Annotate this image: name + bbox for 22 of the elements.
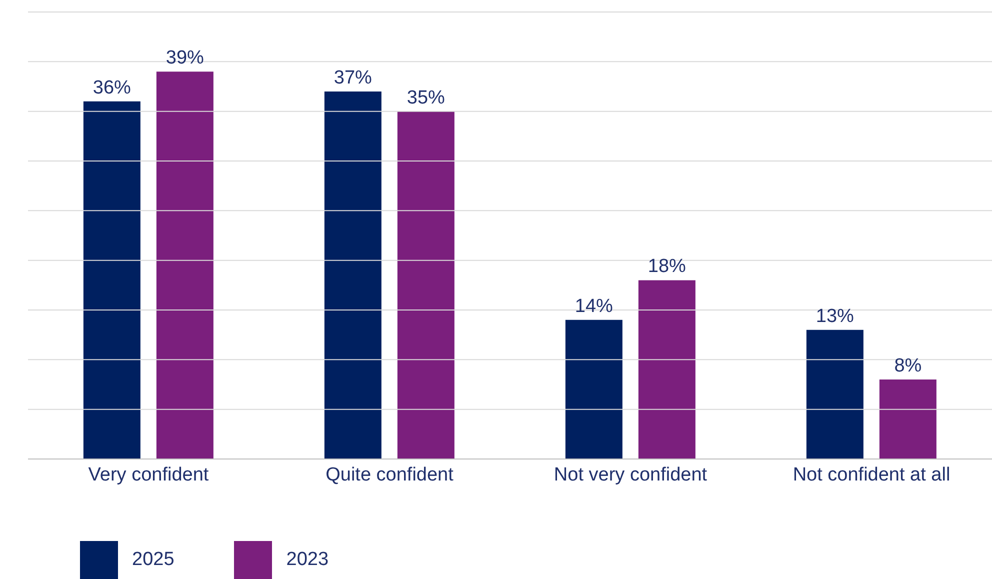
bar <box>156 72 214 459</box>
data-label: 18% <box>648 256 686 278</box>
legend-label: 2025 <box>132 549 174 570</box>
bar <box>565 320 622 459</box>
data-label: 13% <box>816 306 854 327</box>
data-label: 14% <box>574 296 614 317</box>
bar <box>806 330 864 459</box>
bar <box>83 101 140 459</box>
legend-label: 2023 <box>286 549 329 570</box>
data-label: 39% <box>166 48 204 69</box>
bar <box>879 380 936 459</box>
x-tick-label: Not confident at all <box>792 464 950 486</box>
x-tick-label: Not very confident <box>554 464 708 486</box>
x-tick-label: Very confident <box>88 464 210 486</box>
data-label: 8% <box>894 356 922 377</box>
bar <box>638 280 696 459</box>
bar <box>397 111 454 459</box>
data-label: 36% <box>92 77 132 98</box>
data-label: 35% <box>406 87 446 108</box>
x-tick-label: Quite confident <box>326 464 454 486</box>
data-label: 37% <box>334 67 372 88</box>
bar <box>324 91 382 459</box>
